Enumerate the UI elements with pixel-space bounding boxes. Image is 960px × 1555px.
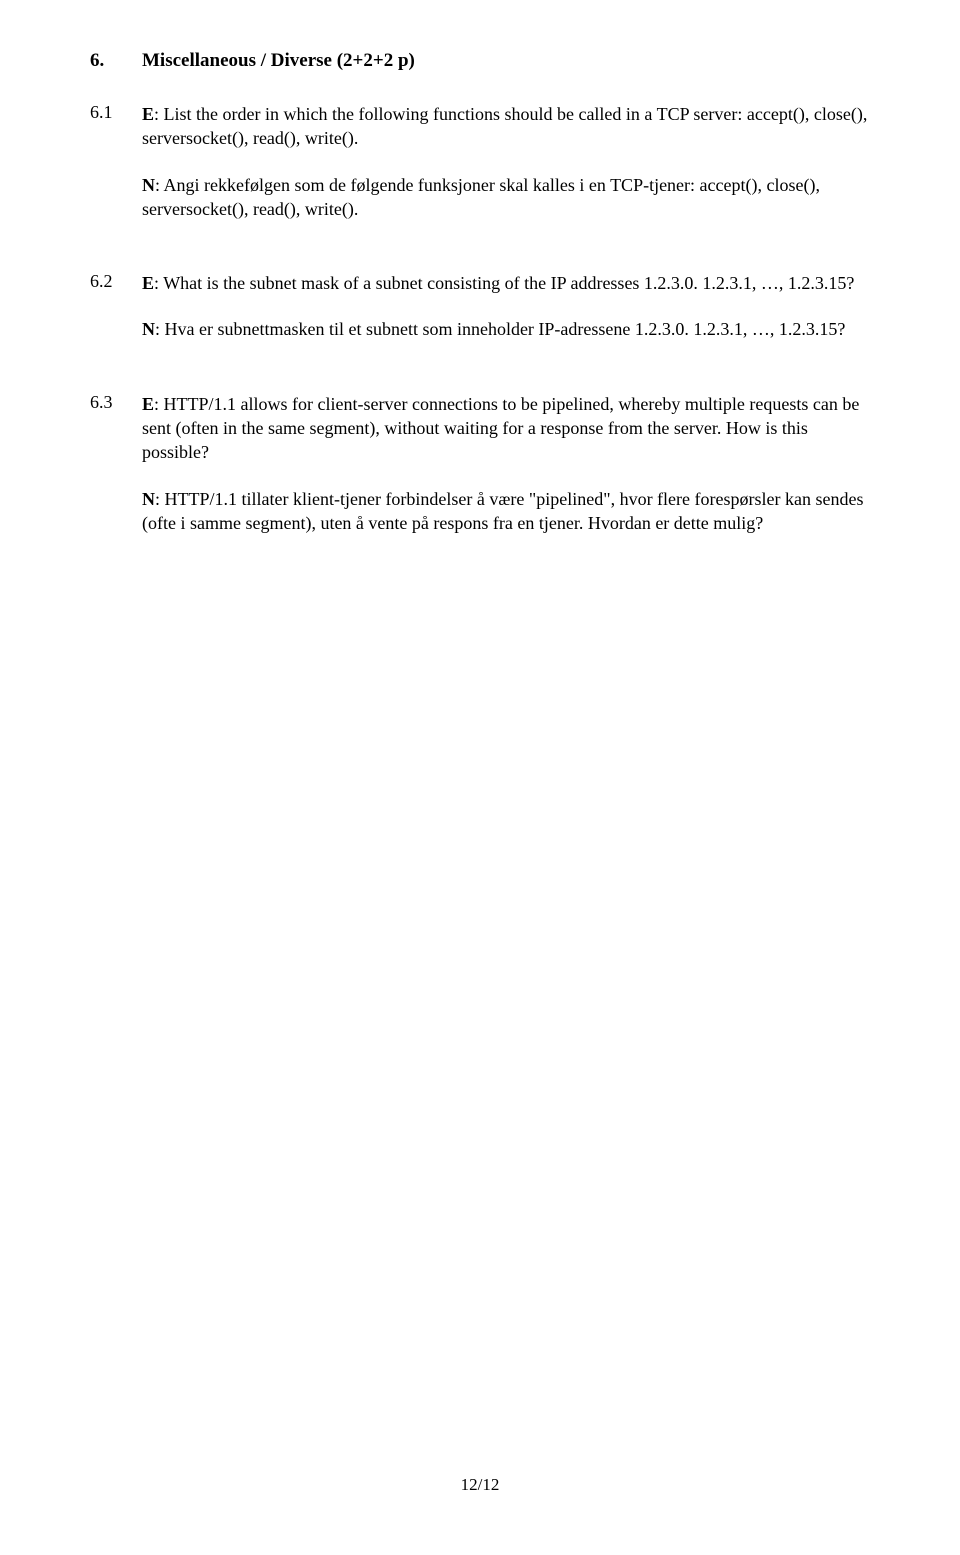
subsection-number: 6.1 [90,102,142,221]
paragraph-norwegian: N: HTTP/1.1 tillater klient-tjener forbi… [142,487,870,536]
language-label: E [142,273,154,293]
paragraph-english: E: HTTP/1.1 allows for client-server con… [142,392,870,465]
paragraph-english: E: List the order in which the following… [142,102,870,151]
section-heading: 6. Miscellaneous / Diverse (2+2+2 p) [90,50,870,72]
paragraph-norwegian: N: Angi rekkefølgen som de følgende funk… [142,173,870,222]
paragraph-text: : HTTP/1.1 allows for client-server conn… [142,394,859,463]
subsection-number: 6.3 [90,392,142,535]
page-number: 12/12 [0,1475,960,1495]
paragraph-english: E: What is the subnet mask of a subnet c… [142,271,870,295]
subsection-content: E: What is the subnet mask of a subnet c… [142,271,870,342]
section-title: Miscellaneous / Diverse (2+2+2 p) [142,50,415,72]
paragraph-text: : What is the subnet mask of a subnet co… [154,273,854,293]
subsection-6-2: 6.2 E: What is the subnet mask of a subn… [90,271,870,342]
subsection-content: E: HTTP/1.1 allows for client-server con… [142,392,870,535]
section-number: 6. [90,50,142,72]
subsection-6-3: 6.3 E: HTTP/1.1 allows for client-server… [90,392,870,535]
language-label: N [142,319,155,339]
language-label: N [142,489,155,509]
language-label: N [142,175,155,195]
subsection-6-1: 6.1 E: List the order in which the follo… [90,102,870,221]
language-label: E [142,104,154,124]
subsection-content: E: List the order in which the following… [142,102,870,221]
paragraph-text: : Hva er subnettmasken til et subnett so… [155,319,845,339]
language-label: E [142,394,154,414]
paragraph-norwegian: N: Hva er subnettmasken til et subnett s… [142,317,870,341]
subsection-number: 6.2 [90,271,142,342]
paragraph-text: : Angi rekkefølgen som de følgende funks… [142,175,820,219]
paragraph-text: : HTTP/1.1 tillater klient-tjener forbin… [142,489,863,533]
paragraph-text: : List the order in which the following … [142,104,867,148]
